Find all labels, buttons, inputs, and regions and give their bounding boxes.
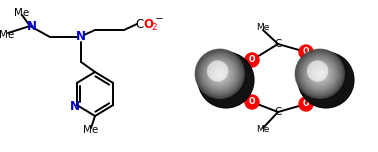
Circle shape [212, 66, 228, 81]
Text: N: N [70, 100, 80, 112]
Circle shape [311, 65, 329, 83]
Circle shape [318, 73, 321, 75]
Text: Me: Me [0, 30, 15, 40]
Circle shape [313, 67, 326, 80]
Circle shape [218, 73, 221, 75]
Circle shape [296, 50, 344, 98]
Circle shape [215, 69, 225, 79]
Text: 2: 2 [151, 24, 157, 33]
Circle shape [208, 62, 231, 85]
Circle shape [198, 52, 254, 108]
Circle shape [298, 52, 341, 95]
Circle shape [307, 60, 328, 82]
Text: Me: Me [14, 8, 29, 18]
Text: N: N [27, 19, 37, 33]
Text: O: O [249, 97, 255, 107]
Circle shape [305, 59, 335, 89]
Circle shape [196, 50, 244, 98]
Text: O: O [143, 17, 153, 31]
Circle shape [299, 45, 313, 59]
Circle shape [195, 49, 245, 99]
Text: C: C [274, 39, 282, 49]
Circle shape [201, 55, 239, 93]
Circle shape [317, 71, 322, 76]
Text: −: − [155, 14, 163, 24]
Circle shape [308, 62, 331, 85]
Circle shape [294, 49, 345, 99]
Circle shape [200, 54, 240, 94]
Circle shape [217, 71, 223, 76]
Circle shape [203, 57, 236, 90]
Circle shape [206, 60, 234, 88]
Text: Me: Me [256, 126, 270, 135]
Circle shape [202, 56, 237, 92]
Circle shape [314, 69, 325, 79]
Circle shape [211, 65, 229, 83]
Circle shape [214, 67, 226, 80]
Circle shape [207, 61, 232, 86]
Circle shape [198, 52, 241, 95]
Circle shape [297, 51, 342, 97]
Circle shape [245, 53, 259, 67]
Text: Me: Me [256, 24, 270, 33]
Circle shape [316, 70, 324, 78]
Circle shape [302, 56, 338, 92]
Circle shape [298, 52, 354, 108]
Circle shape [312, 66, 327, 81]
Circle shape [216, 70, 224, 78]
Text: O: O [303, 47, 309, 57]
Circle shape [245, 95, 259, 109]
Circle shape [204, 59, 235, 89]
Text: C: C [274, 107, 282, 117]
Text: N: N [76, 31, 86, 43]
Circle shape [210, 64, 230, 84]
Circle shape [207, 60, 228, 82]
Circle shape [300, 54, 340, 94]
Circle shape [301, 55, 339, 93]
Text: Me: Me [84, 125, 99, 135]
Text: C: C [136, 17, 144, 31]
Circle shape [197, 51, 243, 97]
Circle shape [307, 61, 333, 86]
Circle shape [304, 57, 336, 90]
Text: O: O [303, 100, 309, 109]
Circle shape [310, 64, 330, 84]
Circle shape [306, 60, 334, 88]
Text: O: O [249, 55, 255, 64]
Circle shape [299, 97, 313, 111]
